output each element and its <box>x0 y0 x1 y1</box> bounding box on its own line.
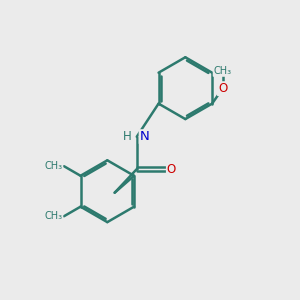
Text: CH₃: CH₃ <box>44 161 62 171</box>
Text: H: H <box>123 130 131 143</box>
Text: O: O <box>167 163 176 176</box>
Text: O: O <box>218 82 227 95</box>
Text: N: N <box>140 130 149 143</box>
Text: CH₃: CH₃ <box>214 66 232 76</box>
Text: CH₃: CH₃ <box>44 211 62 221</box>
